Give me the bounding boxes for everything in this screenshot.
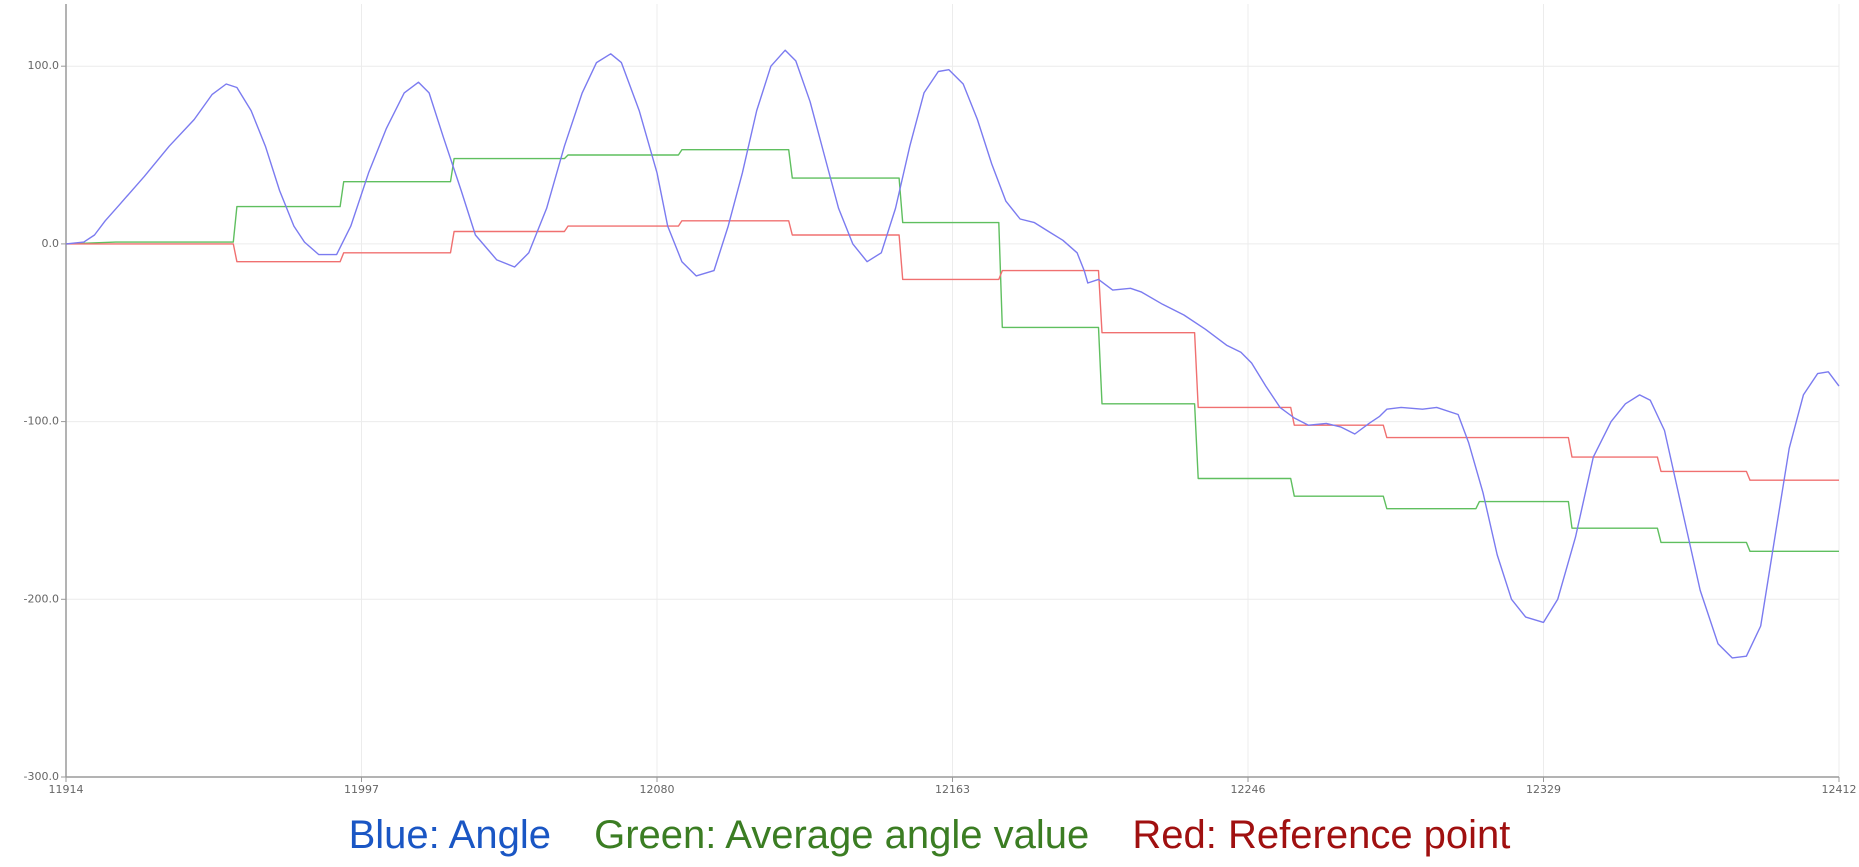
series-layer (65, 49, 1840, 659)
x-tick-label: 12412 (1822, 783, 1857, 796)
x-tick-label: 12246 (1231, 783, 1266, 796)
y-tick-label: 100.0 (28, 59, 60, 72)
y-tick-label: -200.0 (24, 592, 59, 605)
y-tick-label: -300.0 (24, 770, 59, 783)
legend-reference-point: Red: Reference point (1132, 813, 1511, 857)
axes (61, 4, 1840, 782)
legend-average-angle: Green: Average angle value (594, 813, 1090, 857)
legend: Blue: Angle Green: Average angle value R… (0, 813, 1859, 858)
angle-line (65, 49, 1840, 659)
x-tick-label: 12163 (935, 783, 970, 796)
x-tick-label: 11914 (49, 783, 84, 796)
y-tick-label: -100.0 (24, 415, 59, 428)
reference-point-line (66, 220, 1839, 481)
y-tick-label: 0.0 (42, 237, 60, 250)
line-chart: 11914 11997 12080 12163 12246 12329 12412 100.0… (24, 4, 1857, 796)
tick-labels: 11914 11997 12080 12163 12246 12329 12412 100.0… (24, 59, 1857, 796)
x-tick-label: 11997 (344, 783, 379, 796)
x-tick-label: 12080 (640, 783, 675, 796)
grid (65, 4, 1840, 778)
legend-angle: Blue: Angle (348, 813, 551, 857)
x-tick-label: 12329 (1526, 783, 1561, 796)
average-angle-value-line (65, 149, 1839, 552)
